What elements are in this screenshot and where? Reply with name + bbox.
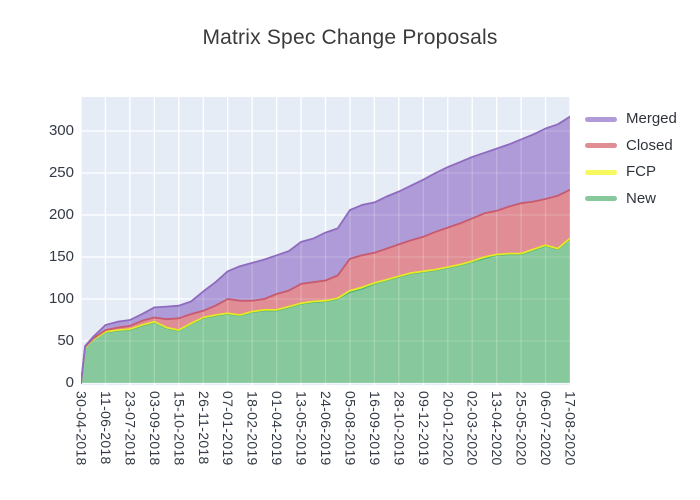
x-tick-label: 18-02-2019 <box>244 391 261 466</box>
x-tick-label: 03-09-2018 <box>146 391 163 466</box>
x-tick-label: 06-07-2020 <box>538 391 555 466</box>
legend-swatch-new <box>585 196 617 201</box>
y-tick-label: 200 <box>48 206 74 223</box>
x-tick-label: 09-12-2019 <box>415 391 432 466</box>
stacked-area-chart[interactable] <box>81 97 570 385</box>
x-tick-label: 24-06-2019 <box>318 391 334 466</box>
plot-area[interactable] <box>81 97 570 385</box>
x-tick-label: 13-04-2020 <box>489 391 506 466</box>
x-tick-label: 11-06-2018 <box>97 391 114 465</box>
y-tick-label: 50 <box>57 332 74 349</box>
x-tick-label: 16-09-2019 <box>366 391 383 466</box>
x-tick-label: 02-03-2020 <box>464 391 481 466</box>
legend-label: Closed <box>626 136 673 154</box>
x-tick-label: 26-11-2018 <box>195 391 212 465</box>
x-tick-label: 23-07-2018 <box>122 391 139 466</box>
x-tick-label: 30-04-2018 <box>73 391 90 466</box>
y-tick-label: 300 <box>48 122 74 139</box>
area-new <box>81 239 570 383</box>
x-tick-label: 01-04-2019 <box>269 391 286 466</box>
chart-title: Matrix Spec Change Proposals <box>202 26 498 49</box>
y-tick-label: 250 <box>48 164 74 181</box>
x-tick-label: 15-10-2018 <box>171 391 188 466</box>
x-tick-label: 25-05-2020 <box>513 391 530 466</box>
x-tick-label: 20-01-2020 <box>440 391 457 466</box>
legend-swatch-fcp <box>585 169 617 175</box>
y-tick-label: 0 <box>65 374 74 391</box>
legend-label: New <box>626 189 657 207</box>
x-tick-label: 13-05-2019 <box>293 391 310 466</box>
boundary-line-merged <box>81 115 570 384</box>
legend-label: FCP <box>626 163 656 180</box>
x-tick-label: 17-08-2020 <box>562 391 579 466</box>
x-tick-label: 05-08-2019 <box>342 391 359 466</box>
legend-label: Merged <box>626 110 677 127</box>
boundary-line-fcp <box>81 237 570 384</box>
legend-swatch-closed <box>585 143 617 148</box>
y-tick-label: 150 <box>48 248 74 265</box>
legend-swatch-merged <box>585 116 617 122</box>
y-tick-label: 100 <box>48 290 74 307</box>
x-tick-label: 07-01-2019 <box>220 391 237 466</box>
x-tick-label: 28-10-2019 <box>391 391 408 466</box>
boundary-line-closed <box>81 188 570 384</box>
